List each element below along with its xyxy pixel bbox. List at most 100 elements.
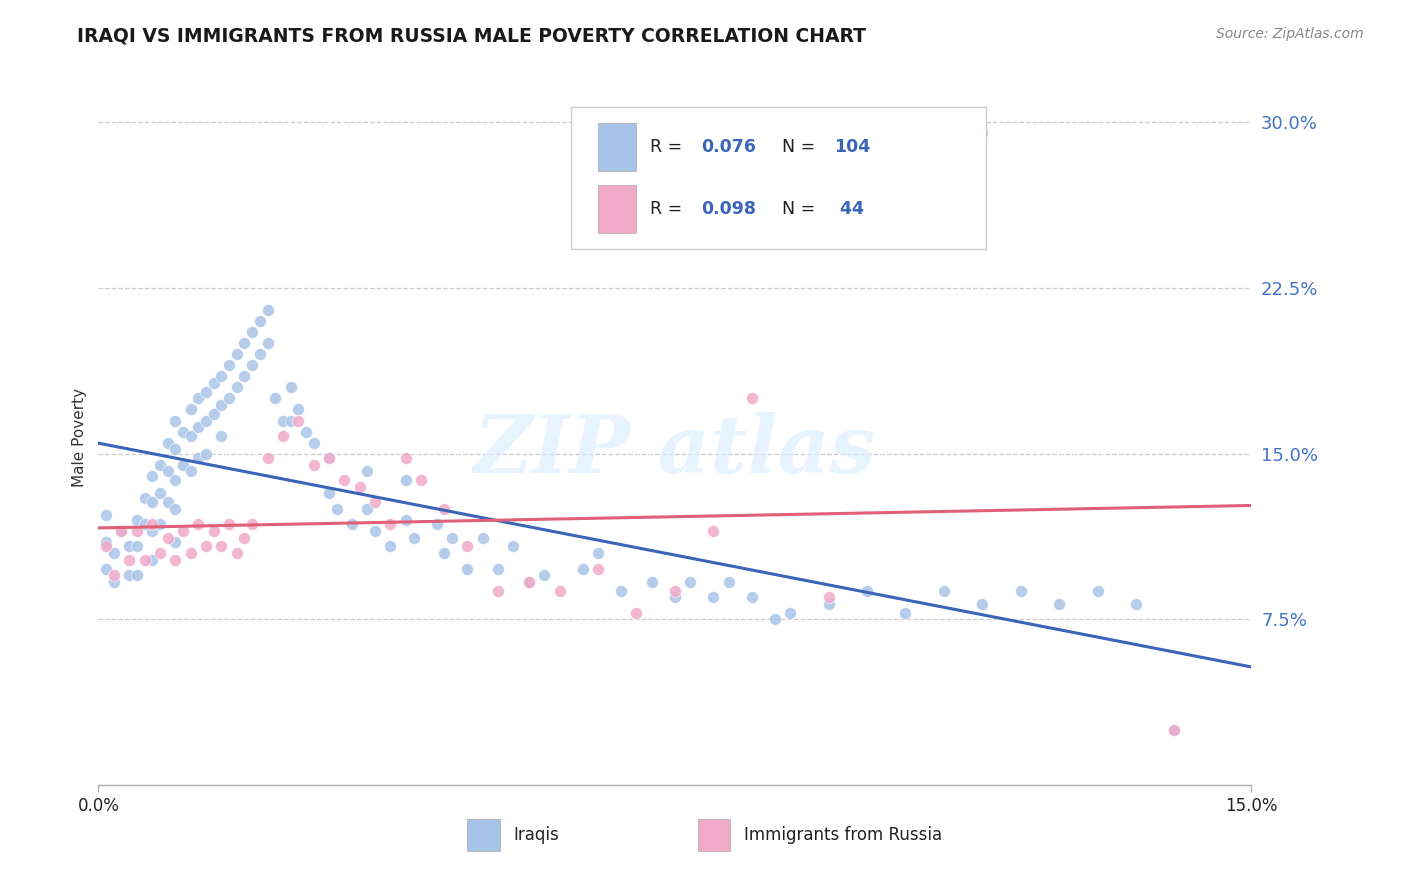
Point bbox=[356, 501, 378, 516]
Point bbox=[233, 336, 256, 351]
Point bbox=[149, 458, 172, 472]
Point bbox=[202, 407, 225, 421]
Point bbox=[240, 359, 263, 373]
Point bbox=[779, 606, 801, 620]
Point bbox=[271, 429, 294, 443]
Point bbox=[763, 612, 786, 626]
Point bbox=[641, 574, 664, 589]
Point bbox=[256, 303, 278, 318]
Point bbox=[225, 347, 247, 361]
Point bbox=[679, 574, 702, 589]
Point bbox=[141, 524, 163, 538]
Point bbox=[165, 535, 187, 549]
Text: 0.098: 0.098 bbox=[702, 200, 756, 218]
Point bbox=[280, 380, 302, 394]
Point bbox=[411, 473, 433, 487]
Point bbox=[356, 464, 378, 478]
Point bbox=[209, 398, 232, 412]
Point bbox=[741, 392, 763, 406]
Point bbox=[433, 546, 456, 560]
Point bbox=[125, 568, 148, 582]
Text: 104: 104 bbox=[834, 138, 870, 156]
Point bbox=[325, 501, 347, 516]
Point bbox=[894, 606, 917, 620]
Point bbox=[1010, 583, 1032, 598]
Point bbox=[165, 442, 187, 457]
Point bbox=[502, 540, 524, 554]
Point bbox=[264, 392, 287, 406]
Point bbox=[456, 561, 478, 575]
Point bbox=[548, 583, 571, 598]
Point bbox=[103, 546, 125, 560]
Point bbox=[1047, 597, 1070, 611]
Point bbox=[156, 435, 179, 450]
Point bbox=[118, 552, 141, 566]
Point bbox=[165, 413, 187, 427]
Point bbox=[1087, 583, 1109, 598]
Point bbox=[702, 591, 724, 605]
Point bbox=[209, 369, 232, 384]
Point bbox=[141, 552, 163, 566]
FancyBboxPatch shape bbox=[697, 820, 730, 851]
Point bbox=[702, 524, 724, 538]
Point bbox=[240, 517, 263, 532]
Point bbox=[517, 574, 540, 589]
Point bbox=[249, 314, 271, 328]
Point bbox=[180, 546, 202, 560]
Point bbox=[125, 513, 148, 527]
Point bbox=[240, 325, 263, 339]
Point bbox=[287, 402, 309, 417]
Point bbox=[380, 517, 402, 532]
Point bbox=[134, 491, 156, 505]
Point bbox=[856, 583, 879, 598]
Point bbox=[195, 384, 218, 399]
Point bbox=[364, 524, 387, 538]
Text: 44: 44 bbox=[834, 200, 863, 218]
Point bbox=[932, 583, 955, 598]
Point bbox=[218, 359, 240, 373]
Point bbox=[287, 413, 309, 427]
Point bbox=[349, 480, 371, 494]
Point bbox=[1163, 723, 1185, 737]
Text: 0.076: 0.076 bbox=[702, 138, 756, 156]
Point bbox=[395, 451, 418, 466]
Point bbox=[586, 561, 609, 575]
Point bbox=[218, 392, 240, 406]
Point bbox=[402, 531, 425, 545]
Point bbox=[187, 451, 209, 466]
Point bbox=[533, 568, 555, 582]
Point bbox=[626, 606, 648, 620]
Point bbox=[486, 583, 509, 598]
Point bbox=[125, 540, 148, 554]
Point bbox=[233, 369, 256, 384]
Point bbox=[218, 517, 240, 532]
Point bbox=[195, 413, 218, 427]
Point bbox=[972, 127, 994, 141]
Text: R =: R = bbox=[650, 138, 688, 156]
Point bbox=[165, 473, 187, 487]
Point bbox=[110, 524, 132, 538]
Point bbox=[134, 552, 156, 566]
Point bbox=[586, 546, 609, 560]
Point bbox=[118, 568, 141, 582]
Point bbox=[225, 546, 247, 560]
FancyBboxPatch shape bbox=[598, 122, 636, 171]
Point bbox=[195, 447, 218, 461]
Point bbox=[395, 473, 418, 487]
Point bbox=[187, 420, 209, 434]
Text: Source: ZipAtlas.com: Source: ZipAtlas.com bbox=[1216, 27, 1364, 41]
Point bbox=[456, 540, 478, 554]
Text: R =: R = bbox=[650, 200, 688, 218]
Point bbox=[156, 464, 179, 478]
Point bbox=[333, 473, 356, 487]
Point bbox=[165, 552, 187, 566]
Point bbox=[141, 495, 163, 509]
Point bbox=[165, 501, 187, 516]
Point bbox=[426, 517, 449, 532]
Point bbox=[187, 517, 209, 532]
Point bbox=[340, 517, 363, 532]
Point bbox=[256, 451, 278, 466]
Point bbox=[271, 413, 294, 427]
Point bbox=[1163, 723, 1185, 737]
Text: N =: N = bbox=[782, 200, 815, 218]
